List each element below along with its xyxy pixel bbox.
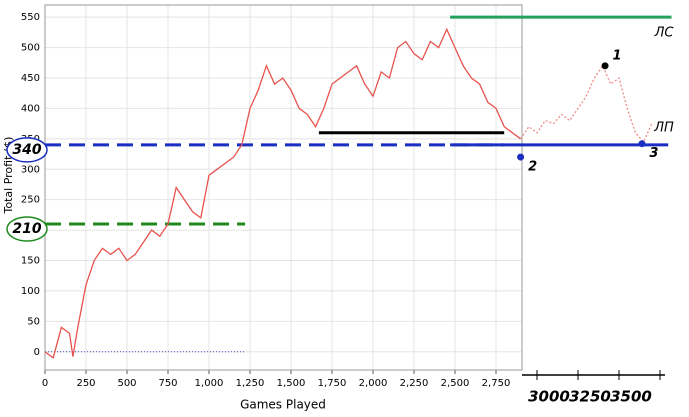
y-tick-label: 500 xyxy=(21,43,40,54)
y-tick-label: 50 xyxy=(27,316,40,327)
x-tick-label: 2,250 xyxy=(400,378,429,389)
y-tick-label: 300 xyxy=(21,164,40,175)
y-tick-label: 250 xyxy=(21,195,40,206)
y-tick-label: 400 xyxy=(21,103,40,114)
y-tick-label: 0 xyxy=(34,347,40,358)
x-tick-label: 1,500 xyxy=(277,378,306,389)
reference-label: ЛП xyxy=(653,120,674,135)
marker-point xyxy=(517,153,525,161)
plot-frame xyxy=(44,4,523,371)
marker-point xyxy=(601,62,609,70)
x-tick-label: 2,000 xyxy=(359,378,388,389)
x-tick-label: 2,500 xyxy=(441,378,470,389)
reference-label: ЛС xyxy=(654,26,675,41)
profit-line xyxy=(520,64,653,144)
point-label: 3 xyxy=(649,146,658,161)
x-tick-label: 3500 xyxy=(610,388,652,406)
reference-label: 210 xyxy=(12,221,41,237)
profit-line xyxy=(44,27,521,359)
label-ellipse xyxy=(6,137,48,163)
x-axis-title: Games Played xyxy=(240,398,326,412)
x-tick-label: 1,250 xyxy=(236,378,265,389)
marker-point xyxy=(638,140,646,148)
x-tick-label: 3250 xyxy=(569,388,611,406)
y-tick-label: 150 xyxy=(21,256,40,267)
x-tick-label: 3000 xyxy=(528,388,570,406)
x-tick-label: 500 xyxy=(117,378,136,389)
point-label: 2 xyxy=(528,160,537,175)
reference-label: 340 xyxy=(12,142,41,158)
x-tick-label: 0 xyxy=(42,378,48,389)
x-tick-label: 750 xyxy=(158,378,177,389)
point-label: 1 xyxy=(613,48,622,63)
x-tick-label: 1,000 xyxy=(195,378,224,389)
y-tick-label: 450 xyxy=(21,73,40,84)
y-tick-label: 550 xyxy=(21,12,40,23)
label-ellipse xyxy=(6,216,48,242)
x-tick-label: 2,750 xyxy=(482,378,511,389)
y-tick-label: 100 xyxy=(21,286,40,297)
x-tick-label: 250 xyxy=(76,378,95,389)
x-tick-label: 1,750 xyxy=(318,378,347,389)
